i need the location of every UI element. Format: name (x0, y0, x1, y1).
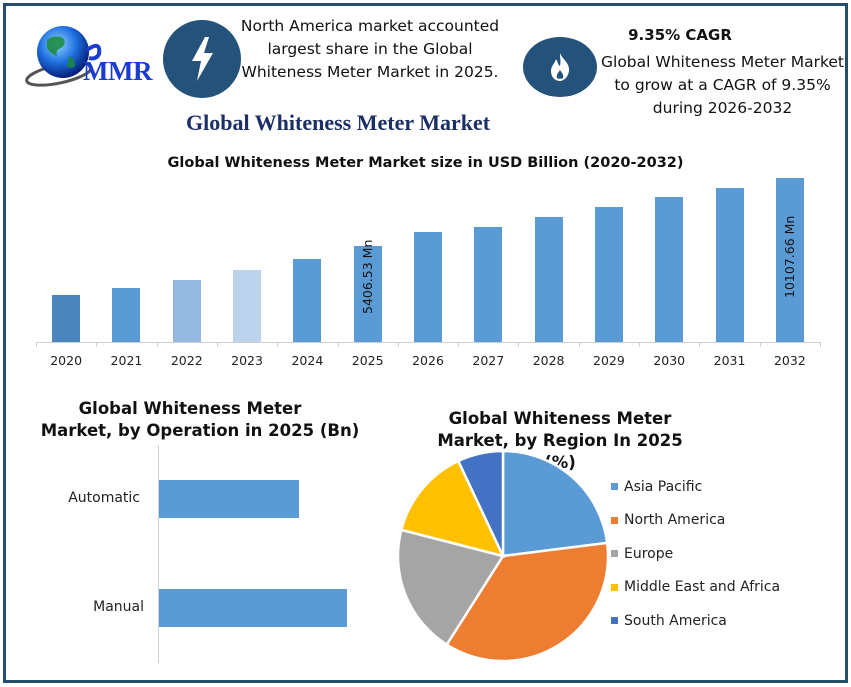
bar-2023 (233, 270, 262, 342)
legend-label: South America (624, 612, 727, 629)
info-line: North America market accounted (240, 17, 500, 35)
legend-label: Asia Pacific (624, 478, 703, 495)
bar-2029 (594, 207, 623, 342)
bar-2020 (52, 295, 81, 342)
x-label: 2025 (351, 353, 384, 368)
legend-swatch (611, 583, 618, 591)
legend-label: North America (624, 512, 726, 529)
x-tick (156, 342, 158, 347)
x-tick (699, 342, 701, 347)
x-tick (337, 342, 339, 347)
info-line: largest share in the Global (267, 40, 473, 58)
legend-swatch (611, 516, 618, 524)
legend-item: Asia Pacific (611, 470, 811, 504)
legend-swatch (611, 550, 618, 558)
x-tick (397, 342, 399, 347)
logo-text: MMR (83, 56, 152, 86)
legend-item: South America (611, 604, 811, 638)
x-label: 2027 (472, 353, 505, 368)
x-tick (36, 342, 37, 347)
x-label: 2024 (291, 353, 324, 368)
bar-2031 (715, 188, 744, 342)
bar-2032 (775, 177, 804, 342)
x-tick (458, 342, 460, 347)
x-tick (96, 342, 98, 347)
operation-label-manual: Manual (93, 599, 144, 615)
x-label: 2021 (110, 353, 143, 368)
operation-chart-title: Global Whiteness Meter Market, by Operat… (41, 398, 360, 442)
bar-2024 (293, 259, 322, 342)
bar-chart-plot (36, 160, 820, 342)
x-label: 2022 (170, 353, 203, 368)
region-legend: Asia Pacific North America Europe Middle Ea… (611, 470, 811, 638)
legend-item: Europe (611, 537, 811, 571)
north-america-info: North America market accounted largest s… (240, 15, 500, 84)
pie-slice-north-america (445, 541, 610, 663)
x-tick (820, 342, 821, 347)
x-tick (639, 342, 641, 347)
x-tick (759, 342, 761, 347)
legend-label: Europe (624, 545, 674, 562)
info-line: to grow at a CAGR of 9.35% (614, 76, 831, 94)
x-tick (216, 342, 218, 347)
operation-axis-line (158, 445, 159, 663)
info-line: Global Whiteness Meter Market (601, 53, 844, 71)
pie-slice-asia-pacific (501, 449, 609, 558)
x-label: 2030 (653, 353, 686, 368)
lightning-bolt-icon (192, 37, 213, 81)
x-label: 2020 (50, 353, 83, 368)
flame-circle (523, 37, 597, 97)
x-axis-labels: 2020 2021 2022 2023 2024 2025 2026 2027 2028 2029… (36, 353, 820, 371)
x-tick (518, 342, 520, 347)
main-title: Global Whiteness Meter Market (186, 110, 491, 135)
x-tick (277, 342, 279, 347)
region-pie-chart (396, 449, 610, 663)
bar-2028 (534, 217, 563, 342)
legend-label: Middle East and Africa (624, 579, 781, 596)
title-line: Global Whiteness Meter (448, 409, 672, 428)
title-line: Market, by Region In 2025 (%) (437, 431, 683, 472)
operation-bar-automatic (159, 480, 299, 518)
globe-icon (25, 26, 102, 87)
bar-2026 (414, 232, 442, 342)
operation-label-automatic: Automatic (68, 490, 140, 506)
x-tick (578, 342, 580, 347)
bar-2021 (112, 288, 141, 342)
mmr-logo: MMR (25, 22, 165, 92)
pie-slice-middle-east-and-africa (399, 459, 506, 558)
legend-item: North America (611, 504, 811, 538)
x-label: 2031 (713, 353, 746, 368)
info-line: during 2026-2032 (652, 99, 793, 117)
title-line: Global Whiteness Meter (78, 399, 302, 418)
x-label: 2032 (773, 353, 806, 368)
bar-2022 (172, 280, 201, 342)
bar-annotation-2032: 10107.66 Mn (782, 215, 797, 298)
x-label: 2029 (593, 353, 625, 368)
pie-slice-europe (396, 528, 505, 647)
bar-annotation-2025: 5406.53 Mn (360, 239, 375, 314)
region-chart-title: Global Whiteness Meter Market, by Region… (420, 408, 700, 474)
bar-2025 (353, 245, 382, 342)
x-axis-line (36, 342, 820, 343)
legend-swatch (611, 483, 618, 491)
x-label: 2028 (532, 353, 565, 368)
bar-2030 (655, 197, 684, 342)
title-line: Market, by Operation in 2025 (Bn) (40, 421, 360, 440)
operation-bar-manual (159, 589, 347, 627)
x-label: 2026 (412, 353, 444, 368)
bar-2027 (474, 227, 503, 342)
bar-chart-title: Global Whiteness Meter Market size in US… (167, 155, 684, 171)
pie-slice-south-america (456, 449, 505, 557)
legend-swatch (611, 617, 618, 625)
cagr-title: 9.35% CAGR (628, 26, 732, 44)
x-axis-ticks (36, 342, 821, 348)
info-line: Whiteness Meter Market in 2025. (241, 63, 499, 81)
x-label: 2023 (231, 353, 263, 368)
lightning-circle (163, 20, 241, 98)
cagr-info: Global Whiteness Meter Market to grow at… (600, 51, 845, 120)
flame-icon (551, 53, 570, 81)
legend-item: Middle East and Africa (611, 571, 811, 605)
